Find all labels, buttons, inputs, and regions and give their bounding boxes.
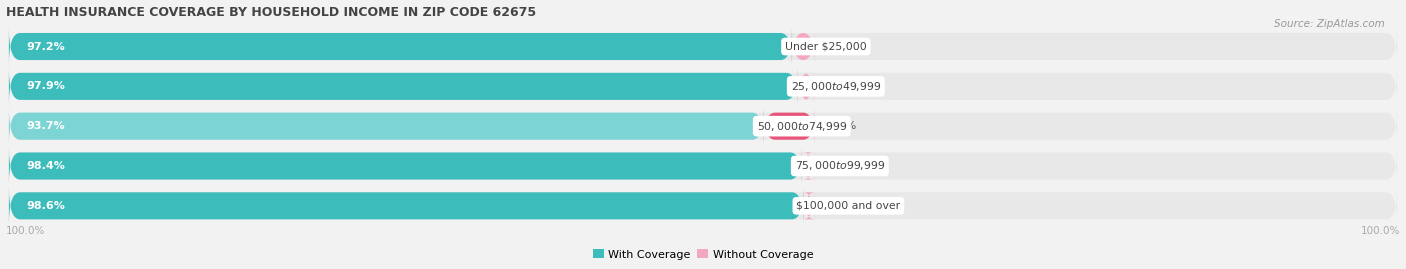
Text: Under $25,000: Under $25,000	[785, 41, 866, 52]
Text: 93.7%: 93.7%	[27, 121, 65, 131]
Text: 2.1%: 2.1%	[828, 81, 856, 91]
FancyBboxPatch shape	[792, 28, 814, 65]
Text: 6.3%: 6.3%	[828, 121, 856, 131]
Text: 100.0%: 100.0%	[1361, 225, 1400, 236]
FancyBboxPatch shape	[803, 187, 814, 224]
Text: $50,000 to $74,999: $50,000 to $74,999	[756, 120, 846, 133]
FancyBboxPatch shape	[8, 148, 801, 184]
Text: Source: ZipAtlas.com: Source: ZipAtlas.com	[1274, 19, 1385, 29]
FancyBboxPatch shape	[8, 108, 1398, 144]
Text: 1.4%: 1.4%	[828, 201, 856, 211]
Text: 1.6%: 1.6%	[828, 161, 856, 171]
FancyBboxPatch shape	[763, 108, 814, 144]
FancyBboxPatch shape	[8, 28, 792, 65]
FancyBboxPatch shape	[8, 187, 1398, 224]
FancyBboxPatch shape	[797, 68, 814, 105]
Text: 98.6%: 98.6%	[27, 201, 65, 211]
Text: 98.4%: 98.4%	[27, 161, 65, 171]
Text: 100.0%: 100.0%	[6, 225, 45, 236]
FancyBboxPatch shape	[8, 68, 797, 105]
FancyBboxPatch shape	[8, 68, 1398, 105]
FancyBboxPatch shape	[8, 187, 803, 224]
Text: HEALTH INSURANCE COVERAGE BY HOUSEHOLD INCOME IN ZIP CODE 62675: HEALTH INSURANCE COVERAGE BY HOUSEHOLD I…	[6, 6, 536, 19]
Text: $25,000 to $49,999: $25,000 to $49,999	[790, 80, 882, 93]
Text: $75,000 to $99,999: $75,000 to $99,999	[794, 160, 884, 172]
Text: 97.9%: 97.9%	[27, 81, 65, 91]
FancyBboxPatch shape	[801, 148, 814, 184]
Text: $100,000 and over: $100,000 and over	[796, 201, 900, 211]
FancyBboxPatch shape	[8, 108, 763, 144]
Legend: With Coverage, Without Coverage: With Coverage, Without Coverage	[588, 245, 818, 264]
Text: 97.2%: 97.2%	[27, 41, 65, 52]
FancyBboxPatch shape	[8, 148, 1398, 184]
Text: 2.8%: 2.8%	[828, 41, 858, 52]
FancyBboxPatch shape	[8, 28, 1398, 65]
